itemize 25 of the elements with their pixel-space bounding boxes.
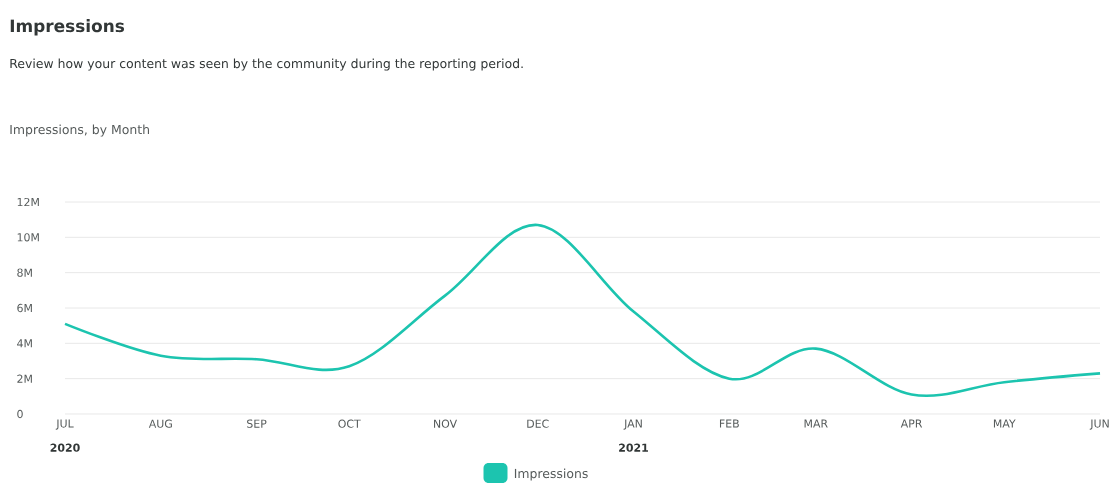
x-tick-label: AUG — [148, 419, 172, 428]
x-tick-label: DEC — [527, 419, 549, 428]
x-tick-label: JUL — [55, 419, 74, 430]
x-tick-label: JAN — [623, 419, 642, 430]
x-tick-label: SEP — [247, 419, 267, 428]
x-tick-label: FEB — [719, 419, 739, 428]
x-tick-label: MAY — [993, 419, 1016, 428]
y-tick-label: 4M — [17, 339, 32, 348]
x-tick-label: JUN — [1089, 419, 1109, 430]
legend-label: Impressions — [514, 468, 588, 481]
text: 2020 — [50, 443, 80, 452]
y-tick-label: 12M — [17, 197, 39, 207]
y-tick-label: 6M — [17, 303, 32, 313]
x-tick-label: NOV — [434, 419, 458, 428]
x-tick-label: MAR — [804, 419, 828, 428]
y-tick-label: 8M — [17, 268, 32, 277]
x-tick-label: APR — [900, 419, 923, 428]
chart-subtitle: Review how your content was seen by the community during the reporting period. — [10, 58, 523, 71]
y-tick-label: 2M — [17, 374, 32, 383]
x-tick-label: OCT — [338, 419, 361, 428]
text: Impressions, by Month — [10, 124, 149, 137]
y-tick-label: 0 — [17, 409, 23, 419]
y-tick-label: 10M — [17, 233, 39, 242]
text: 2021 — [619, 443, 648, 452]
chart-title: Impressions — [10, 19, 125, 36]
